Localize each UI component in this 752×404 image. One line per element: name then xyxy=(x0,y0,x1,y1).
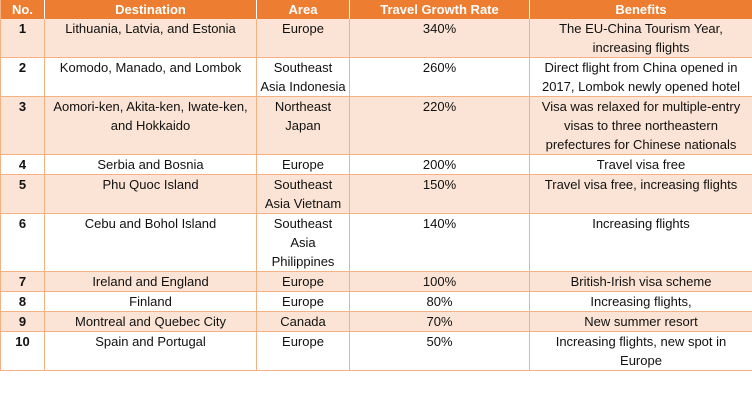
table-row: 8 Finland Europe 80% Increasing flights, xyxy=(0,291,752,312)
cell-rate: 70% xyxy=(349,311,530,332)
header-area: Area xyxy=(256,0,350,19)
cell-destination: Aomori-ken, Akita-ken, Iwate-ken, and Ho… xyxy=(44,96,257,155)
cell-area: Southeast Asia Vietnam xyxy=(256,174,350,214)
table-row: 7 Ireland and England Europe 100% Britis… xyxy=(0,271,752,292)
cell-no: 5 xyxy=(0,174,45,214)
cell-rate: 100% xyxy=(349,271,530,292)
table-row: 9 Montreal and Quebec City Canada 70% Ne… xyxy=(0,311,752,332)
cell-no: 1 xyxy=(0,19,45,58)
cell-destination: Lithuania, Latvia, and Estonia xyxy=(44,19,257,58)
cell-destination: Phu Quoc Island xyxy=(44,174,257,214)
header-no: No. xyxy=(0,0,45,19)
table-row: 10 Spain and Portugal Europe 50% Increas… xyxy=(0,331,752,371)
cell-rate: 140% xyxy=(349,213,530,272)
cell-destination: Ireland and England xyxy=(44,271,257,292)
cell-rate: 260% xyxy=(349,57,530,97)
table-row: 5 Phu Quoc Island Southeast Asia Vietnam… xyxy=(0,174,752,214)
cell-rate: 80% xyxy=(349,291,530,312)
header-benefits: Benefits xyxy=(529,0,752,19)
cell-rate: 220% xyxy=(349,96,530,155)
cell-area: Europe xyxy=(256,19,350,58)
cell-area: Europe xyxy=(256,291,350,312)
cell-destination: Spain and Portugal xyxy=(44,331,257,371)
table-row: 1 Lithuania, Latvia, and Estonia Europe … xyxy=(0,19,752,58)
cell-area: Southeast Asia Philippines xyxy=(256,213,350,272)
cell-benefits: Increasing flights xyxy=(529,213,752,272)
cell-benefits: New summer resort xyxy=(529,311,752,332)
cell-rate: 340% xyxy=(349,19,530,58)
cell-benefits: Increasing flights, new spot in Europe xyxy=(529,331,752,371)
cell-destination: Finland xyxy=(44,291,257,312)
cell-no: 4 xyxy=(0,154,45,175)
cell-no: 8 xyxy=(0,291,45,312)
table-row: 4 Serbia and Bosnia Europe 200% Travel v… xyxy=(0,154,752,175)
cell-rate: 50% xyxy=(349,331,530,371)
header-rate: Travel Growth Rate xyxy=(349,0,530,19)
cell-area: Europe xyxy=(256,271,350,292)
cell-no: 6 xyxy=(0,213,45,272)
cell-destination: Komodo, Manado, and Lombok xyxy=(44,57,257,97)
cell-benefits: The EU-China Tourism Year, increasing fl… xyxy=(529,19,752,58)
cell-no: 2 xyxy=(0,57,45,97)
header-destination: Destination xyxy=(44,0,257,19)
cell-destination: Cebu and Bohol Island xyxy=(44,213,257,272)
cell-benefits: Travel visa free, increasing flights xyxy=(529,174,752,214)
cell-destination: Montreal and Quebec City xyxy=(44,311,257,332)
cell-no: 7 xyxy=(0,271,45,292)
cell-no: 3 xyxy=(0,96,45,155)
cell-destination: Serbia and Bosnia xyxy=(44,154,257,175)
cell-no: 9 xyxy=(0,311,45,332)
cell-no: 10 xyxy=(0,331,45,371)
cell-benefits: Travel visa free xyxy=(529,154,752,175)
table-row: 2 Komodo, Manado, and Lombok Southeast A… xyxy=(0,57,752,97)
cell-area: Canada xyxy=(256,311,350,332)
header-row: No. Destination Area Travel Growth Rate … xyxy=(0,0,752,19)
cell-benefits: Direct flight from China opened in 2017,… xyxy=(529,57,752,97)
cell-benefits: Increasing flights, xyxy=(529,291,752,312)
cell-rate: 200% xyxy=(349,154,530,175)
cell-benefits: British-Irish visa scheme xyxy=(529,271,752,292)
table-row: 3 Aomori-ken, Akita-ken, Iwate-ken, and … xyxy=(0,96,752,155)
cell-rate: 150% xyxy=(349,174,530,214)
travel-growth-table: No. Destination Area Travel Growth Rate … xyxy=(0,0,752,371)
table-row: 6 Cebu and Bohol Island Southeast Asia P… xyxy=(0,213,752,272)
cell-area: Europe xyxy=(256,331,350,371)
cell-area: Northeast Japan xyxy=(256,96,350,155)
cell-area: Southeast Asia Indonesia xyxy=(256,57,350,97)
cell-benefits: Visa was relaxed for multiple-entry visa… xyxy=(529,96,752,155)
cell-area: Europe xyxy=(256,154,350,175)
